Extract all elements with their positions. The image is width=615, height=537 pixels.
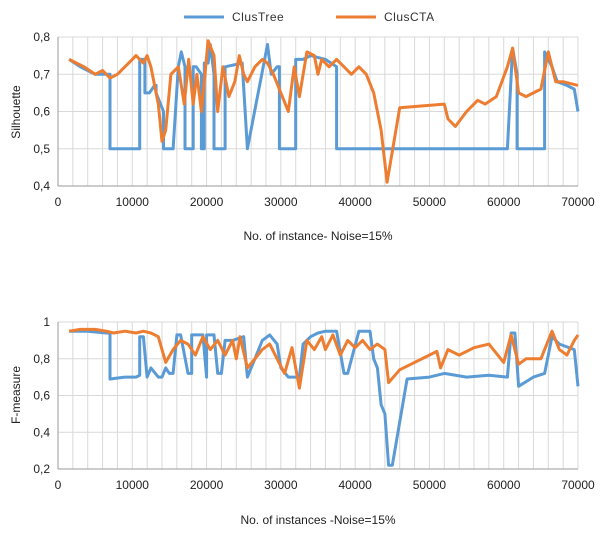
silhouette-y-label: Silhouette [9, 85, 23, 139]
f-measure-series [68, 327, 580, 467]
silhouette-y-ticks: 0,4 0,5 0,6 0,7 0,8 [33, 30, 50, 193]
x-tick-label: 40000 [338, 195, 372, 209]
f-measure-x-ticks: 0 10000 20000 30000 40000 50000 60000 70000 [55, 478, 595, 492]
y-tick-label: 0,5 [33, 142, 50, 156]
f-measure-chart: 0 10000 20000 30000 40000 50000 60000 70000 0,2… [9, 315, 595, 527]
x-tick-label: 10000 [116, 195, 150, 209]
x-tick-label: 30000 [264, 195, 298, 209]
silhouette-chart: 0 10000 20000 30000 40000 50000 60000 70000 0,4… [9, 30, 595, 243]
y-tick-label: 0,8 [33, 30, 50, 44]
y-tick-label: 0,8 [33, 352, 50, 366]
y-tick-label: 0,6 [33, 105, 50, 119]
series-line-cluscta [68, 327, 580, 390]
series-line-cluscta [68, 39, 579, 184]
legend-label-clustree: ClusTree [232, 10, 284, 24]
x-tick-label: 30000 [264, 478, 298, 492]
silhouette-series [68, 39, 580, 184]
x-tick-label: 70000 [561, 478, 595, 492]
silhouette-x-ticks: 0 10000 20000 30000 40000 50000 60000 70000 [55, 195, 595, 209]
x-tick-label: 60000 [487, 478, 521, 492]
legend-label-cluscta: ClusCTA [384, 10, 435, 24]
y-tick-label: 0,2 [33, 462, 50, 476]
x-tick-label: 50000 [413, 478, 447, 492]
x-tick-label: 0 [55, 478, 62, 492]
x-tick-label: 20000 [190, 195, 224, 209]
x-tick-label: 0 [55, 195, 62, 209]
x-tick-label: 60000 [487, 195, 521, 209]
y-tick-label: 0,7 [33, 67, 50, 81]
x-tick-label: 20000 [190, 478, 224, 492]
f-measure-y-ticks: 0,2 0,4 0,6 0,8 1 [33, 315, 50, 476]
x-tick-label: 70000 [561, 195, 595, 209]
y-tick-label: 0,4 [33, 425, 50, 439]
y-tick-label: 0,6 [33, 389, 50, 403]
x-tick-label: 40000 [338, 478, 372, 492]
f-measure-x-label: No. of instances -Noise=15% [240, 513, 395, 527]
legend: ClusTree ClusCTA [184, 10, 435, 24]
series-line-clustree [69, 329, 580, 467]
silhouette-grid [57, 36, 579, 187]
silhouette-axes [57, 37, 578, 187]
x-tick-label: 50000 [413, 195, 447, 209]
silhouette-x-label: No. of instance- Noise=15% [243, 229, 392, 243]
f-measure-axes [57, 322, 578, 470]
f-measure-y-label: F-measure [9, 366, 23, 424]
y-tick-label: 0,4 [33, 179, 50, 193]
y-tick-label: 1 [43, 315, 50, 329]
x-tick-label: 10000 [116, 478, 150, 492]
